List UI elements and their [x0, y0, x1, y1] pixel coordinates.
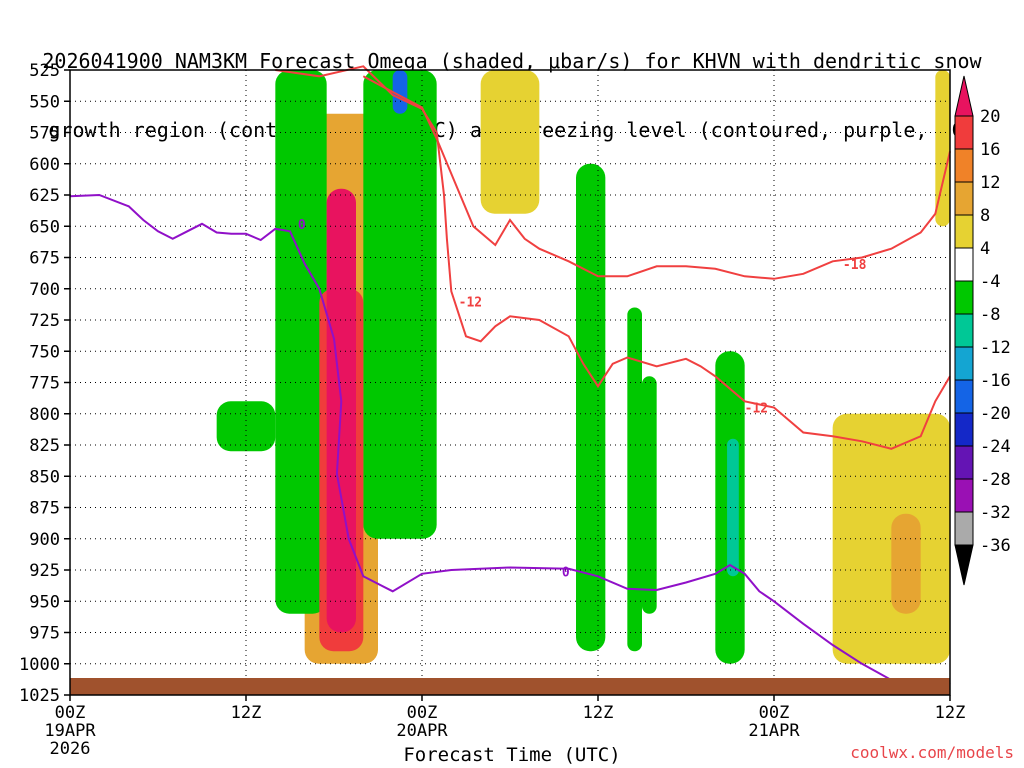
- y-tick-label-725: 725: [29, 311, 60, 331]
- colorbar-top-arrow: [954, 75, 974, 117]
- omega-region-12: [727, 438, 739, 577]
- y-tick-label-900: 900: [29, 530, 60, 550]
- y-tick-label-625: 625: [29, 186, 60, 206]
- x-tick-label-24: 00Z: [407, 703, 438, 723]
- y-tick-label-775: 775: [29, 374, 60, 394]
- y-tick-label-1025: 1025: [19, 686, 60, 706]
- colorbar-label-0: 20: [980, 107, 1000, 127]
- gridlines: [69, 69, 951, 696]
- y-tick-label-875: 875: [29, 499, 60, 519]
- y-tick-label-950: 950: [29, 592, 60, 612]
- omega-region-8: [642, 376, 657, 614]
- y-tick-label-525: 525: [29, 61, 60, 81]
- colorbar-segment-3: [954, 214, 974, 249]
- y-tick-label-850: 850: [29, 467, 60, 487]
- colorbar-segment-6: [954, 313, 974, 348]
- freezing-level-contour: [69, 193, 951, 693]
- x-tick-sublabel-24: 20APR: [396, 721, 448, 741]
- y-tick-label-925: 925: [29, 561, 60, 581]
- colorbar: 20 16 12 8 4 -4 -8 -12 -16 -20 -24 -28 -32 -36: [954, 75, 1011, 586]
- colorbar-segment-0: [954, 115, 974, 150]
- colorbar-label-4: 4: [980, 239, 990, 259]
- colorbar-segment-9: [954, 412, 974, 447]
- credit-text: coolwx.com/models: [850, 743, 1014, 762]
- colorbar-label-10: -24: [980, 437, 1011, 457]
- y-tick-label-550: 550: [29, 92, 60, 112]
- y-tick-label-575: 575: [29, 124, 60, 144]
- colorbar-segment-1: [954, 148, 974, 183]
- colorbar-segment-10: [954, 445, 974, 480]
- x-tick-label-48: 00Z: [759, 703, 790, 723]
- colorbar-label-1: 16: [980, 140, 1000, 160]
- x-tick-label-12: 12Z: [231, 703, 262, 723]
- chart-title-line1: 2026041900 NAM3KM Forecast Omega (shaded…: [42, 49, 982, 73]
- contour-layer: -12 -12 -18 0 0: [69, 65, 951, 693]
- colorbar-label-6: -8: [980, 305, 1000, 325]
- y-tick-label-675: 675: [29, 249, 60, 269]
- contour-label-neg12-a: -12: [459, 295, 482, 310]
- x-tick-label-36: 12Z: [583, 703, 614, 723]
- colorbar-label-11: -28: [980, 470, 1011, 490]
- x-tick-label-60: 12Z: [935, 703, 966, 723]
- colorbar-label-12: -32: [980, 503, 1011, 523]
- y-tick-label-825: 825: [29, 436, 60, 456]
- x-axis-label: Forecast Time (UTC): [403, 744, 621, 766]
- terrain-fill: [70, 678, 950, 695]
- y-tick-label-750: 750: [29, 342, 60, 362]
- omega-shading-layer: [216, 70, 950, 664]
- y-tick-label-700: 700: [29, 280, 60, 300]
- contour-label-neg18: -18: [843, 258, 867, 273]
- colorbar-bottom-arrow: [954, 544, 974, 586]
- colorbar-segment-8: [954, 379, 974, 414]
- x-tick-label-0: 00Z: [55, 703, 86, 723]
- y-tick-label-975: 975: [29, 624, 60, 644]
- colorbar-segment-11: [954, 478, 974, 513]
- colorbar-label-13: -36: [980, 536, 1011, 556]
- y-tick-label-650: 650: [29, 217, 60, 237]
- colorbar-label-8: -16: [980, 371, 1011, 391]
- colorbar-label-2: 12: [980, 173, 1000, 193]
- omega-region-4: [275, 70, 327, 614]
- omega-region-10: [891, 513, 921, 614]
- x-tick-sublabel-0: 19APR: [44, 721, 96, 741]
- contour-label-freezing-a: 0: [298, 218, 306, 233]
- dendritic-contour-neg18: [362, 75, 951, 280]
- x-tick-year-0: 2026: [50, 739, 91, 759]
- omega-region-7: [627, 307, 642, 652]
- colorbar-label-7: -12: [980, 338, 1011, 358]
- x-tick-sublabel-48: 21APR: [748, 721, 800, 741]
- omega-region-0: [480, 70, 540, 214]
- colorbar-label-9: -20: [980, 404, 1011, 424]
- colorbar-segment-2: [954, 181, 974, 216]
- contour-label-freezing-b: 0: [562, 565, 570, 580]
- colorbar-segment-4: [954, 247, 974, 282]
- omega-region-2: [935, 70, 950, 227]
- omega-region-15: [392, 70, 408, 114]
- omega-region-5: [363, 70, 437, 539]
- contour-label-neg12-b: -12: [745, 402, 768, 417]
- colorbar-segment-12: [954, 511, 974, 546]
- colorbar-segment-7: [954, 346, 974, 381]
- y-axis: 525 550 575 600 625 650 675 700 725 750 775 800 825 8…: [19, 61, 70, 706]
- y-tick-label-800: 800: [29, 405, 60, 425]
- y-tick-label-600: 600: [29, 155, 60, 175]
- omega-region-11: [216, 401, 276, 452]
- colorbar-label-3: 8: [980, 206, 990, 226]
- colorbar-label-5: -4: [980, 272, 1000, 292]
- y-tick-label-1000: 1000: [19, 655, 60, 675]
- colorbar-segment-5: [954, 280, 974, 315]
